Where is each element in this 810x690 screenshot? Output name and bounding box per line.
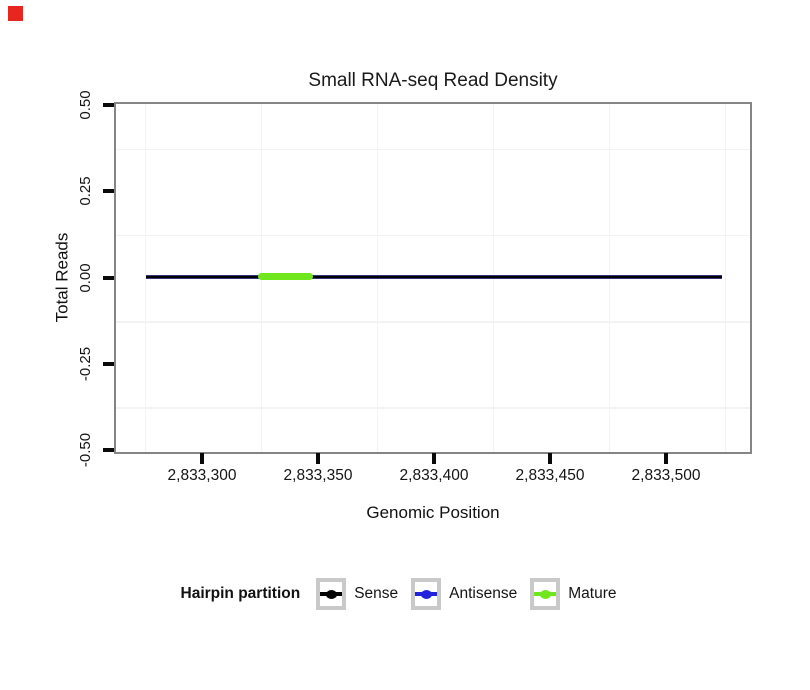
mature-dot-icon	[539, 589, 551, 599]
sense-dot-icon	[325, 589, 337, 599]
x-tick-label: 2,833,450	[515, 467, 585, 484]
y-tick	[103, 448, 114, 452]
plot-panel	[114, 102, 752, 454]
y-tick-label: -0.25	[77, 346, 94, 381]
x-tick	[200, 453, 204, 464]
x-tick-label: 2,833,350	[283, 467, 353, 484]
y-axis-title: Total Reads	[52, 232, 72, 323]
x-tick-label: 2,833,500	[631, 467, 701, 484]
gridline-horizontal	[116, 321, 750, 323]
legend-item-antisense: Antisense	[411, 578, 517, 610]
legend: Hairpin partition Sense Antisense Mature	[0, 576, 810, 612]
legend-label: Antisense	[449, 585, 518, 602]
legend-key-box	[530, 578, 561, 610]
legend-label: Sense	[354, 585, 399, 602]
antisense-dot-icon	[420, 589, 432, 599]
gridline-horizontal	[116, 148, 750, 151]
mature-mirna-segment	[258, 273, 313, 280]
chart-title: Small RNA-seq Read Density	[308, 70, 558, 91]
y-tick	[103, 103, 114, 107]
legend-key-box	[316, 578, 347, 610]
x-tick	[316, 453, 320, 464]
y-tick	[103, 275, 114, 280]
x-axis-title: Genomic Position	[366, 503, 500, 522]
y-tick-label: 0.00	[77, 262, 94, 293]
y-tick-label: -0.50	[77, 432, 94, 468]
gridline-horizontal	[116, 234, 750, 237]
gridline-horizontal	[116, 407, 750, 409]
legend-label: Mature	[568, 585, 617, 602]
y-tick-label: 0.25	[77, 176, 94, 206]
hairpin-sense-antisense-line	[146, 274, 722, 279]
x-tick	[548, 453, 552, 464]
x-tick	[664, 453, 668, 464]
y-tick	[103, 361, 114, 366]
red-square-marker	[8, 6, 23, 21]
gridline-vertical	[144, 104, 146, 452]
y-tick-label: 0.50	[77, 90, 94, 120]
gridline-vertical	[724, 104, 726, 452]
x-tick-label: 2,833,400	[399, 467, 469, 484]
x-tick-label: 2,833,300	[167, 467, 237, 484]
y-tick	[103, 189, 114, 194]
x-tick	[432, 453, 436, 464]
legend-item-sense: Sense	[316, 578, 398, 610]
legend-key-box	[411, 578, 442, 610]
legend-title: Hairpin partition	[180, 585, 301, 602]
legend-item-mature: Mature	[530, 578, 616, 610]
